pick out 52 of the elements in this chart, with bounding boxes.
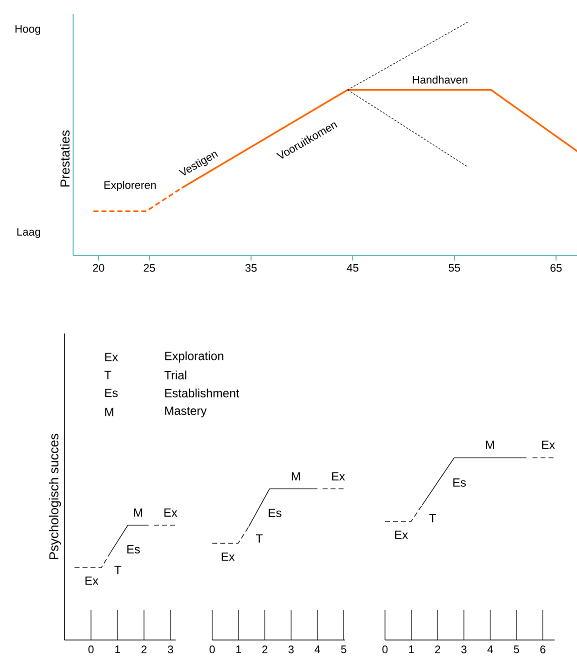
text: Es (105, 388, 118, 398)
text: Laag (17, 228, 40, 238)
x-tick-label: 2 (262, 646, 268, 654)
text: Establishment (165, 388, 240, 398)
x-tick-label: 4 (314, 646, 320, 654)
annotation: Es (127, 545, 140, 554)
text: Mastery (165, 406, 207, 418)
text: Ex (164, 508, 178, 517)
x-tick-label: 65 (550, 264, 562, 272)
text: Ex (332, 472, 345, 480)
text: Exploration (165, 351, 224, 363)
annotation: T (114, 566, 122, 574)
annotation: Ex (222, 552, 235, 561)
y-axis-title: Prestaties (60, 130, 70, 186)
x-tick-label: 45 (346, 264, 358, 272)
y-axis-title: Psychologisch succes (48, 434, 61, 560)
text: M (292, 472, 300, 480)
annotation: Ex (86, 576, 98, 585)
annotation: Handhaven (412, 76, 468, 84)
text: M (486, 440, 494, 449)
text: M (134, 508, 142, 517)
annotation: T (429, 514, 436, 522)
annotation: Es (268, 508, 282, 518)
text: Ex (542, 440, 555, 449)
annotation: Ex (395, 530, 408, 539)
x-tick-label: 20 (92, 264, 104, 272)
x-tick-label: 4 (487, 646, 493, 654)
x-tick-label: 5 (341, 646, 346, 654)
text: Ex (105, 352, 118, 362)
x-tick-label: 0 (210, 646, 215, 654)
x-tick-label: 3 (168, 646, 174, 654)
text: Trial (164, 370, 186, 380)
x-tick-label: 5 (514, 646, 520, 654)
x-tick-label: 1 (115, 646, 120, 654)
x-tick-label: 55 (448, 264, 460, 272)
x-tick-label: 2 (142, 646, 146, 654)
x-tick-label: 3 (288, 646, 294, 654)
x-tick-label: 0 (88, 646, 94, 654)
x-tick-label: 1 (409, 646, 414, 654)
annotation: T (256, 534, 263, 543)
text: M (105, 408, 114, 416)
annotation: Es (453, 478, 466, 487)
x-tick-label: 3 (461, 646, 466, 654)
x-tick-label: 0 (382, 646, 388, 654)
text: Hoog (16, 25, 40, 35)
annotation: Exploreren (104, 180, 156, 192)
x-tick-label: 2 (435, 646, 440, 654)
x-tick-label: 35 (245, 264, 257, 272)
text: T (104, 370, 112, 380)
x-tick-label: 6 (540, 646, 546, 654)
x-tick-label: 1 (236, 646, 242, 654)
x-tick-label: 25 (144, 264, 155, 272)
